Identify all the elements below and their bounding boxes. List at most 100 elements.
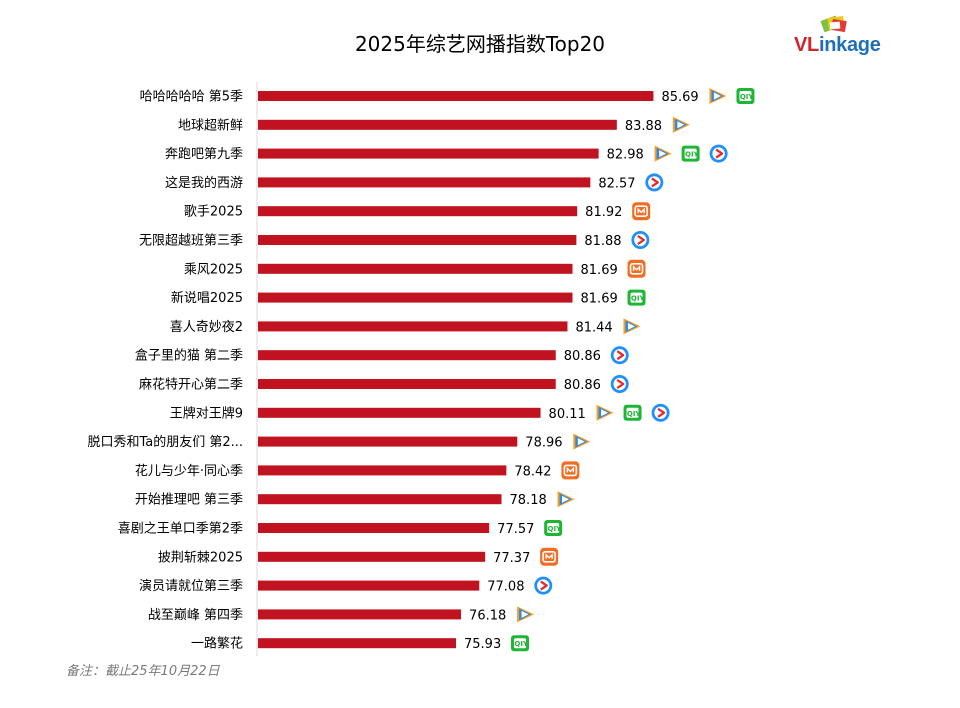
mango-tv-icon [561, 461, 580, 480]
bar-row: 这是我的西游 82.57 [165, 173, 664, 192]
bar [258, 177, 591, 188]
iqiyi-icon: iQIY [627, 289, 646, 306]
bar [258, 494, 502, 505]
category-label: 战至巅峰 第四季 [148, 608, 243, 623]
bar-row: 歌手2025 81.92 [184, 202, 651, 221]
youku-icon [645, 173, 664, 192]
value-label: 80.86 [564, 349, 601, 364]
bar-row: 花儿与少年·同心季 78.42 [135, 461, 580, 480]
footnote: 备注：截止25年10月22日 [66, 664, 220, 679]
iqiyi-icon: iQIY [544, 520, 563, 536]
tencent-video-icon [623, 318, 641, 335]
iqiyi-icon: iQIY [681, 145, 700, 162]
bar [258, 609, 462, 620]
tencent-video-icon [517, 606, 535, 623]
category-label: 乘风2025 [184, 262, 243, 277]
iqiyi-icon-glyph: iQIY [512, 640, 529, 648]
logo-text: VLinkage [794, 34, 881, 57]
value-label: 81.69 [581, 292, 618, 307]
bar-row: 地球超新鲜 83.88 [178, 116, 690, 134]
tencent-video-icon [557, 491, 575, 508]
bar [258, 436, 518, 447]
value-label: 81.88 [584, 234, 621, 249]
bar [258, 119, 617, 130]
value-label: 77.08 [487, 580, 524, 595]
bar-row: 乘风2025 81.69 [184, 259, 646, 278]
iqiyi-icon-glyph: iQIY [625, 410, 642, 418]
category-label: 脱口秀和Ta的朋友们 第2... [87, 434, 243, 450]
bar [258, 580, 480, 591]
mango-tv-icon [632, 202, 651, 221]
iqiyi-icon: iQIY [623, 404, 642, 421]
bar-row: 王牌对王牌9 80.11 iQIY [170, 403, 670, 422]
youku-icon [610, 346, 629, 365]
value-label: 78.18 [510, 493, 547, 508]
iqiyi-icon: iQIY [511, 635, 529, 652]
bar-row: 新说唱2025 81.69 iQIY [171, 289, 646, 307]
bar [258, 263, 573, 274]
category-label: 一路繁花 [191, 636, 243, 652]
value-label: 78.96 [525, 436, 562, 451]
mango-tv-icon [540, 547, 559, 566]
category-label: 开始推理吧 第三季 [135, 493, 243, 508]
bar [258, 235, 577, 245]
bar [258, 465, 507, 476]
category-label: 花儿与少年·同心季 [135, 463, 243, 479]
value-label: 81.69 [581, 263, 618, 278]
value-label: 85.69 [661, 90, 698, 105]
bar [258, 638, 456, 649]
tencent-video-icon [654, 145, 672, 162]
category-label: 喜人奇妙夜2 [170, 319, 243, 335]
tencent-video-icon [573, 433, 591, 450]
bar-row: 喜人奇妙夜2 81.44 [170, 318, 641, 335]
youku-icon [610, 375, 629, 393]
iqiyi-icon-glyph: iQIY [629, 295, 646, 303]
bar-row: 喜剧之王单口季第2季 77.57 iQIY [118, 520, 563, 537]
category-label: 盒子里的猫 第二季 [135, 348, 243, 364]
bar [258, 523, 490, 533]
value-label: 83.88 [625, 119, 662, 134]
category-label: 麻花特开心第二季 [139, 377, 243, 393]
value-label: 82.57 [598, 176, 635, 191]
youku-icon [631, 231, 650, 249]
category-label: 披荆斩棘2025 [158, 549, 243, 565]
bar-row: 奔跑吧第九季 82.98 iQIY [165, 144, 728, 163]
value-label: 78.42 [514, 464, 551, 479]
youku-icon [534, 576, 553, 595]
bar [258, 321, 568, 332]
logo-text-b: inkage [818, 34, 881, 56]
bar [258, 91, 654, 101]
iqiyi-icon-glyph: iQIY [737, 93, 754, 101]
value-label: 75.93 [464, 637, 501, 652]
bar [258, 551, 486, 562]
bar [258, 407, 541, 418]
category-label: 这是我的西游 [165, 175, 243, 191]
bar [258, 292, 573, 303]
mango-tv-icon [627, 259, 646, 278]
value-label: 77.57 [497, 522, 534, 537]
value-label: 81.92 [585, 205, 622, 220]
iqiyi-icon-glyph: iQIY [545, 525, 562, 533]
logo-text-a: VL [794, 34, 819, 56]
bar [258, 379, 556, 389]
value-label: 76.18 [469, 608, 506, 623]
value-label: 81.44 [575, 320, 612, 335]
tencent-video-icon [596, 404, 614, 421]
vlinkage-logo: VLinkage [794, 14, 914, 60]
value-label: 80.86 [564, 378, 601, 393]
category-label: 新说唱2025 [171, 290, 243, 306]
tencent-video-icon [672, 116, 690, 133]
bar-row: 哈哈哈哈哈 第5季 85.69 iQIY [140, 88, 755, 105]
bar-row: 开始推理吧 第三季 78.18 [135, 491, 575, 508]
category-label: 演员请就位第三季 [139, 578, 243, 594]
bar-row: 麻花特开心第二季 80.86 [139, 375, 629, 393]
iqiyi-icon: iQIY [736, 88, 755, 104]
category-label: 地球超新鲜 [178, 117, 243, 133]
value-label: 82.98 [607, 148, 644, 163]
logo-emblem-icon [820, 15, 847, 33]
youku-icon [709, 144, 728, 163]
bar-row: 脱口秀和Ta的朋友们 第2... 78.96 [87, 433, 591, 451]
category-label: 奔跑吧第九季 [165, 147, 243, 162]
bar [258, 148, 599, 159]
